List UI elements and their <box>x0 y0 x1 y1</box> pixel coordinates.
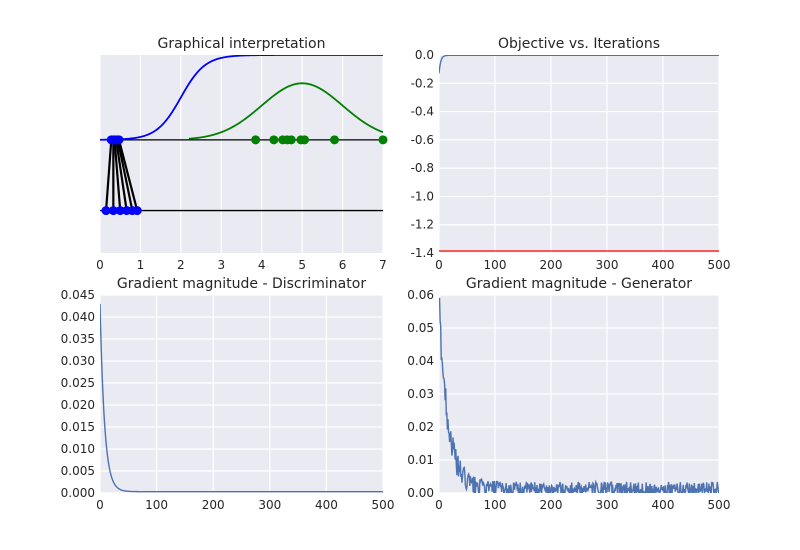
x-tick-label: 1 <box>137 258 145 272</box>
x-tick-label: 500 <box>372 498 395 512</box>
y-tick-label: 0.02 <box>407 420 434 434</box>
y-tick-label: 0.040 <box>61 310 95 324</box>
x-tick-label: 200 <box>540 498 563 512</box>
panel-objective-vs-iterations: 0 100 200 300 400 500 0.0 -0.2 -0.4 -0.6 -0.8 -1.0 -… <box>411 36 731 272</box>
generated-sample-bottom <box>108 206 118 216</box>
x-tick-label: 4 <box>258 258 266 272</box>
plot-area <box>100 303 383 493</box>
data-line <box>439 55 719 74</box>
x-tick-label: 0 <box>96 498 104 512</box>
x-tick-label: 6 <box>339 258 347 272</box>
y-tick-label: -0.8 <box>411 161 434 175</box>
plot-background <box>439 55 719 253</box>
mapping-line <box>115 139 128 211</box>
panel-gradient-discriminator: 0 100 200 300 400 500 0.000 0.005 0.010 0.015 0.02… <box>61 276 395 512</box>
real-sample-point <box>286 135 296 145</box>
y-tick-label: 0.005 <box>61 464 95 478</box>
y-tick-label: -0.2 <box>411 76 434 90</box>
x-tick-label: 0 <box>435 498 443 512</box>
x-tick-label: 0 <box>435 258 443 272</box>
x-tick-label: 200 <box>202 498 225 512</box>
y-tick-label: 0.020 <box>61 398 95 412</box>
x-tick-label: 300 <box>596 258 619 272</box>
panel-gradient-generator: 0 100 200 300 400 500 0.00 0.01 0.02 0.03 0.04 0.05… <box>407 276 730 512</box>
real-sample-point <box>251 135 261 145</box>
x-tick-label: 7 <box>379 258 387 272</box>
y-tick-label: 0.0 <box>415 48 434 62</box>
y-tick-label: -0.4 <box>411 105 434 119</box>
x-tick-label: 0 <box>96 258 104 272</box>
y-tick-label: 0.06 <box>407 288 434 302</box>
data-line <box>100 303 383 493</box>
generated-sample-bottom <box>115 206 125 216</box>
y-tick-label: 0.035 <box>61 332 95 346</box>
plot-background <box>100 295 383 493</box>
x-tick-label: 100 <box>484 498 507 512</box>
real-sample-point <box>329 135 339 145</box>
plot-area <box>439 55 719 252</box>
x-tick-label: 2 <box>177 258 185 272</box>
x-tick-label: 3 <box>217 258 225 272</box>
x-tick-label: 400 <box>652 498 675 512</box>
y-tick-label: 0.025 <box>61 376 95 390</box>
gaussian-line <box>188 82 383 140</box>
plot-area <box>439 297 719 493</box>
mapping-line <box>113 139 122 211</box>
y-tick-label: -0.6 <box>411 133 434 147</box>
chart-title: Objective vs. Iterations <box>498 36 660 52</box>
x-tick-label: 500 <box>708 258 731 272</box>
y-tick-label: 0.030 <box>61 354 95 368</box>
y-tick-label: 0.010 <box>61 442 95 456</box>
x-tick-label: 200 <box>540 258 563 272</box>
panel-graphical-interpretation: 0 1 2 3 4 5 6 7 Graphical interpretation <box>96 36 388 272</box>
chart-title: Gradient magnitude - Discriminator <box>117 276 366 292</box>
mapping-line <box>116 139 134 211</box>
real-sample-point <box>269 135 279 145</box>
real-sample-point <box>378 135 388 145</box>
mapping-line <box>117 139 139 211</box>
x-tick-label: 5 <box>298 258 306 272</box>
plot-area <box>100 55 383 212</box>
data-line <box>439 297 719 493</box>
x-tick-label: 100 <box>484 258 507 272</box>
generated-sample-bottom <box>132 206 142 216</box>
y-tick-label: 0.000 <box>61 486 95 500</box>
x-tick-label: 100 <box>145 498 168 512</box>
y-tick-label: 0.03 <box>407 387 434 401</box>
mapping-line <box>104 139 113 211</box>
y-tick-label: -1.4 <box>411 246 434 260</box>
y-tick-label: 0.045 <box>61 288 95 302</box>
x-tick-label: 400 <box>315 498 338 512</box>
sigmoid-line <box>100 55 383 141</box>
x-tick-label: 300 <box>258 498 281 512</box>
x-tick-label: 500 <box>708 498 731 512</box>
y-tick-label: 0.01 <box>407 453 434 467</box>
y-tick-label: -1.0 <box>411 189 434 203</box>
y-tick-label: 0.05 <box>407 321 434 335</box>
x-tick-label: 300 <box>596 498 619 512</box>
generated-sample-bottom <box>101 206 111 216</box>
y-tick-label: -1.2 <box>411 218 434 232</box>
y-tick-label: 0.015 <box>61 420 95 434</box>
chart-title: Gradient magnitude - Generator <box>466 276 692 292</box>
generated-sample-top <box>114 135 124 145</box>
chart-title: Graphical interpretation <box>158 36 326 52</box>
plot-background <box>100 55 383 253</box>
real-sample-point <box>300 135 310 145</box>
x-tick-label: 400 <box>652 258 675 272</box>
y-tick-label: 0.04 <box>407 354 434 368</box>
y-tick-label: 0.00 <box>407 486 434 500</box>
